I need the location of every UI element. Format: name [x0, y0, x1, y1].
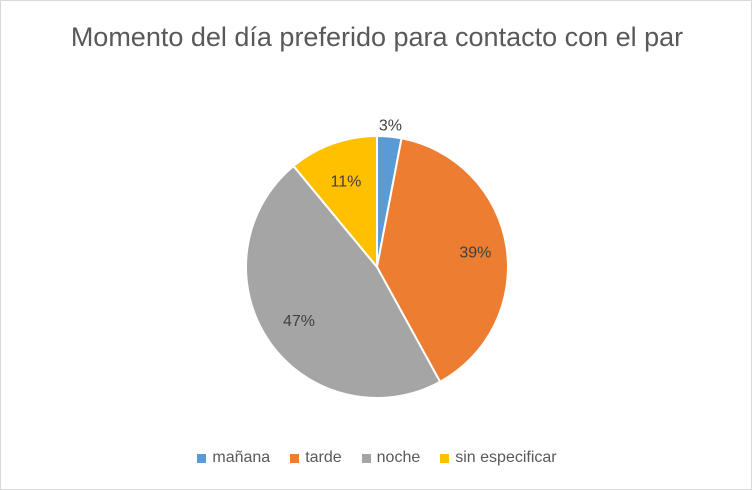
legend-label: mañana: [212, 449, 271, 466]
legend-item-noche: noche: [361, 449, 421, 467]
legend-label: tarde: [305, 449, 342, 466]
data-label-sin-especificar: 11%: [331, 174, 362, 191]
pie-chart: 3% 39% 47% 11%: [245, 118, 509, 399]
legend-label: sin especificar: [455, 449, 557, 466]
data-label-tarde: 39%: [459, 244, 491, 261]
legend-item-tarde: tarde: [290, 449, 342, 467]
pie-slice-sin-especificar: [292, 134, 378, 270]
legend-item-sin-especificar: sin especificar: [440, 449, 557, 467]
legend-swatch: [440, 453, 450, 463]
legend-swatch: [290, 453, 300, 463]
legend-label: noche: [376, 449, 421, 466]
legend-swatch: [197, 453, 207, 463]
chart-title: Momento del día preferido para contacto …: [70, 22, 684, 52]
legend-item-mañana: mañana: [197, 449, 270, 467]
legend-swatch: [361, 453, 371, 463]
pie-slice-noche: [245, 164, 442, 399]
pie-slice-tarde: [375, 137, 509, 384]
data-label-noche: 47%: [283, 313, 315, 330]
data-label-mañana: 3%: [379, 118, 402, 135]
legend: mañana tarde noche sin especificar: [1, 449, 752, 467]
